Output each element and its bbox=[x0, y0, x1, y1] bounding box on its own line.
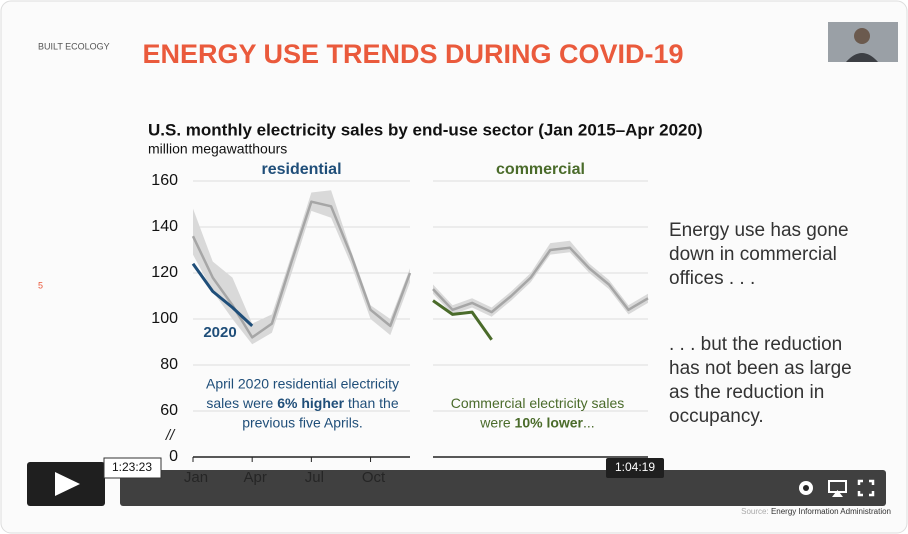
note-text: than the bbox=[344, 395, 399, 411]
source-prefix: Source: bbox=[741, 507, 769, 516]
note-text: Commercial electricity sales bbox=[451, 395, 624, 411]
play-icon bbox=[55, 472, 80, 496]
y-tick-label: 80 bbox=[160, 356, 178, 373]
range-band bbox=[193, 190, 410, 345]
y-tick-label: 140 bbox=[151, 218, 178, 235]
time-box bbox=[606, 458, 664, 478]
body-line: down in commercial bbox=[669, 244, 837, 265]
body-line: has not been as large bbox=[669, 358, 852, 379]
webcam bbox=[828, 22, 898, 62]
airplay-button[interactable] bbox=[828, 480, 847, 497]
hover-time-box bbox=[103, 457, 162, 479]
note-text: previous five Aprils. bbox=[242, 414, 363, 430]
body-text: Energy use has gone down in commercial off… bbox=[669, 220, 852, 427]
average-line bbox=[191, 200, 412, 339]
note-line: sales were 6% higher than the bbox=[206, 395, 398, 411]
panel-label: residential bbox=[261, 161, 341, 178]
slide-title: ENERGY USE TRENDS DURING COVID-19 bbox=[142, 39, 683, 69]
y-tick-label: 160 bbox=[151, 172, 178, 189]
y-tick-label: 60 bbox=[160, 402, 178, 419]
chart-subtitle: million megawatthours bbox=[148, 141, 287, 157]
note-line: were 10% lower... bbox=[479, 414, 594, 430]
chart-title: U.S. monthly electricity sales by end-us… bbox=[148, 120, 703, 139]
panel-label: commercial bbox=[496, 161, 585, 178]
note-line: Commercial electricity sales bbox=[451, 395, 624, 411]
page-number: 5 bbox=[38, 280, 43, 290]
source-name: Energy Information Administration bbox=[771, 507, 891, 516]
axis-break: // bbox=[165, 427, 176, 444]
y-tick-label: 0 bbox=[169, 448, 178, 465]
note-text: 10% lower bbox=[515, 414, 584, 430]
recent-line bbox=[191, 262, 254, 327]
note-text: were bbox=[479, 414, 514, 430]
note-text: 6% higher bbox=[277, 395, 344, 411]
fullscreen-button[interactable] bbox=[857, 479, 875, 497]
note-text: April 2020 residential electricity bbox=[206, 375, 399, 391]
note-text: ... bbox=[583, 414, 595, 430]
body-line: occupancy. bbox=[669, 406, 764, 427]
progress-bar[interactable] bbox=[120, 470, 886, 506]
settings-button[interactable] bbox=[799, 481, 813, 495]
recent-line bbox=[432, 299, 493, 341]
hover-time: 1:23:23 bbox=[112, 460, 152, 474]
current-time: 1:04:19 bbox=[615, 460, 655, 474]
y-tick-label: 120 bbox=[151, 264, 178, 281]
recent-label: 2020 bbox=[203, 324, 236, 341]
source: Source: Energy Information Administratio… bbox=[741, 507, 891, 516]
y-tick-label: 100 bbox=[151, 310, 178, 327]
body-line: offices . . . bbox=[669, 268, 755, 289]
body-line: Energy use has gone bbox=[669, 220, 849, 241]
player-controls: 1:23:23 1:04:19 bbox=[27, 457, 886, 506]
note-line: April 2020 residential electricity bbox=[206, 375, 399, 391]
average-line bbox=[432, 246, 649, 314]
body-line: . . . but the reduction bbox=[669, 334, 842, 355]
note-line: previous five Aprils. bbox=[242, 414, 363, 430]
brand: BUILT ECOLOGY bbox=[38, 41, 110, 51]
body-line: as the reduction in bbox=[669, 382, 824, 403]
note-text: sales were bbox=[206, 395, 277, 411]
